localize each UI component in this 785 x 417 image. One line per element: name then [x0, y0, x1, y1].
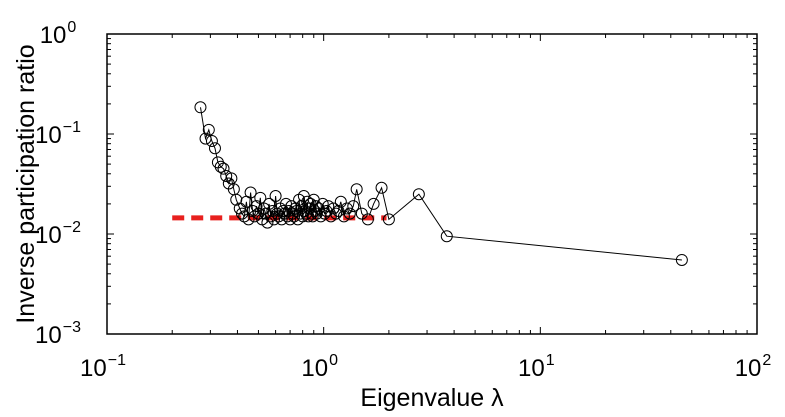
- data-point: [194, 101, 207, 114]
- data-point: [261, 216, 274, 229]
- data-point: [309, 200, 322, 213]
- data-point: [343, 207, 356, 220]
- data-point: [334, 195, 347, 208]
- data-points-layer: [194, 101, 688, 266]
- ticks-layer: [107, 34, 757, 334]
- data-point: [675, 253, 688, 266]
- data-point: [347, 200, 360, 213]
- x-tick-label: 101: [518, 352, 555, 382]
- data-point: [275, 213, 288, 226]
- x-axis-label: Eigenvalue λ: [360, 384, 504, 412]
- tick-labels-layer: 10−1 100 101 102 10−3 10−2 10−1 100: [35, 19, 771, 382]
- data-point: [269, 189, 282, 202]
- y-axis-label: Inverse participation ratio: [12, 44, 40, 323]
- data-point: [220, 170, 233, 183]
- data-point: [205, 135, 218, 148]
- x-tick-label: 102: [735, 352, 772, 382]
- data-point: [214, 160, 227, 173]
- data-point: [367, 197, 380, 210]
- plot-frame: [106, 33, 758, 335]
- y-tick-label: 10−1: [35, 119, 81, 149]
- data-point: [254, 191, 267, 204]
- data-point: [250, 200, 263, 213]
- data-point: [316, 197, 329, 210]
- data-point: [310, 207, 323, 220]
- y-tick-label: 10−2: [35, 219, 81, 249]
- x-tick-label: 100: [301, 352, 338, 382]
- data-point: [264, 210, 277, 223]
- data-point: [440, 230, 453, 243]
- x-tick-label: 10−1: [80, 352, 126, 382]
- y-tick-label: 100: [40, 19, 77, 49]
- data-point: [208, 142, 221, 155]
- data-point: [284, 213, 297, 226]
- data-point: [202, 123, 215, 136]
- data-point: [296, 210, 309, 223]
- data-point: [361, 213, 374, 226]
- y-tick-label: 10−3: [35, 319, 81, 349]
- data-point: [337, 210, 350, 223]
- data-point: [199, 132, 212, 145]
- data-point: [350, 183, 363, 196]
- data-point: [412, 188, 425, 201]
- data-point: [288, 210, 301, 223]
- data-point: [238, 210, 251, 223]
- data-point: [217, 162, 230, 175]
- data-point: [244, 186, 257, 199]
- data-point: [263, 197, 276, 210]
- data-point: [329, 207, 342, 220]
- data-point: [375, 181, 388, 194]
- data-point: [382, 213, 395, 226]
